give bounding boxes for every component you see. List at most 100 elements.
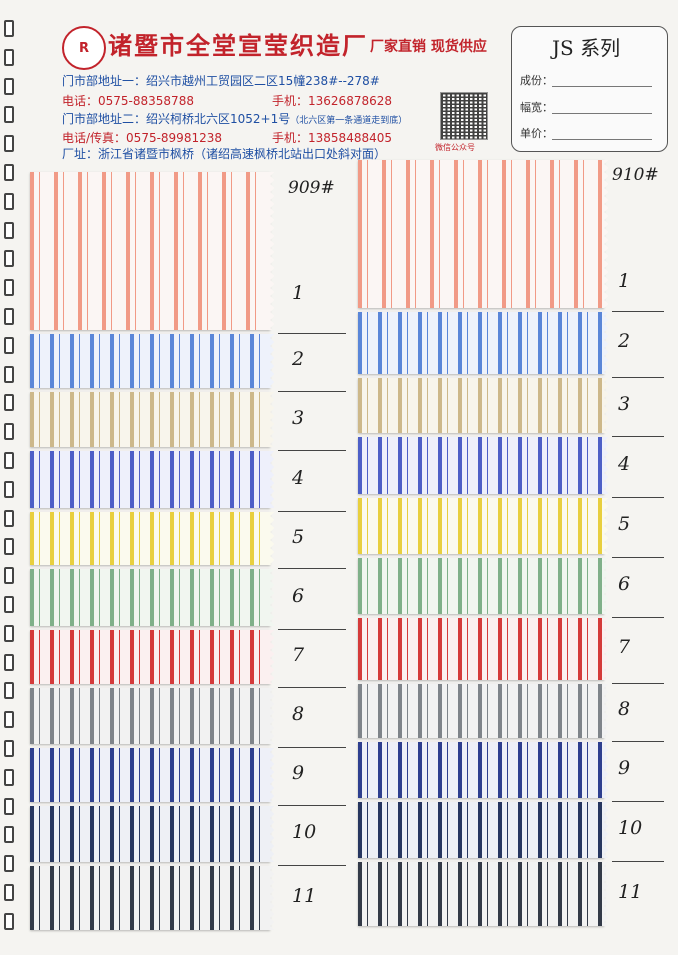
- fabric-swatch: [358, 437, 604, 494]
- row-divider: [612, 311, 664, 312]
- swatch-number: 7: [292, 644, 305, 666]
- binder-holes: [4, 20, 18, 940]
- binder-hole: [4, 423, 14, 441]
- factory-label: 厂址：: [62, 147, 99, 161]
- phone-label: 电话：: [62, 94, 99, 108]
- binder-hole: [4, 394, 14, 412]
- swatch-number: 4: [618, 452, 631, 475]
- row-divider: [612, 683, 664, 684]
- address-1-value: 绍兴市越州工贸园区二区15幢238#--278#: [146, 74, 380, 88]
- swatch-number: 3: [292, 406, 305, 429]
- swatch-number: 8: [292, 703, 305, 725]
- binder-hole: [4, 509, 14, 527]
- phone: 电话：0575-88358788: [62, 92, 194, 109]
- row-divider: [278, 629, 346, 630]
- fabric-swatch: [358, 558, 604, 614]
- swatch-number: 9: [618, 757, 631, 779]
- pinked-edge: [270, 172, 278, 330]
- binder-hole: [4, 682, 14, 700]
- row-divider: [612, 377, 664, 378]
- address-2-note: （北六区第一条通道走到底）: [290, 116, 408, 126]
- pinked-edge: [604, 312, 612, 374]
- binder-hole: [4, 826, 14, 844]
- binder-hole: [4, 912, 14, 930]
- company-name: 诸暨市全堂宣莹织造厂: [108, 31, 368, 60]
- field-width-label: 幅宽：: [520, 101, 553, 114]
- binder-hole: [4, 480, 14, 498]
- swatch-number: 1: [618, 270, 631, 292]
- fabric-swatch: [358, 742, 604, 798]
- swatch-number: 6: [618, 573, 631, 595]
- fax-label: 电话/传真：: [62, 131, 127, 145]
- binder-hole: [4, 653, 14, 671]
- fabric-swatch: [358, 312, 604, 374]
- field-composition-label: 成份：: [520, 74, 553, 87]
- swatch-number: 8: [618, 698, 631, 720]
- swatch-number: 2: [618, 330, 631, 352]
- swatch-number: 7: [618, 636, 631, 658]
- pinked-edge: [604, 437, 612, 494]
- swatch-number: 6: [292, 584, 305, 607]
- binder-hole: [4, 250, 14, 268]
- binder-hole: [4, 855, 14, 873]
- pinked-edge: [604, 684, 612, 738]
- binder-hole: [4, 135, 14, 153]
- binder-hole: [4, 106, 14, 124]
- mobile-label: 手机：: [272, 94, 309, 108]
- field-width-line: [552, 113, 652, 114]
- slogan: 厂家直销 现货供应: [370, 39, 487, 55]
- binder-hole: [4, 336, 14, 354]
- pinked-edge: [604, 742, 612, 798]
- pinked-edge: [604, 802, 612, 858]
- row-divider: [278, 511, 346, 512]
- binder-hole: [4, 308, 14, 325]
- row-divider: [278, 687, 346, 688]
- fabric-swatch: [30, 172, 270, 330]
- fabric-swatch: [30, 334, 270, 388]
- mobile-2-label: 手机：: [272, 131, 309, 145]
- field-price-label: 单价：: [520, 127, 553, 140]
- pinked-edge: [604, 498, 612, 554]
- fabric-swatch: [30, 688, 270, 744]
- binder-hole: [4, 567, 14, 585]
- address-1: 门市部地址一：绍兴市越州工贸园区二区15幢238#--278#: [62, 72, 380, 89]
- company-logo: R: [62, 26, 106, 70]
- mobile-value: 13626878628: [308, 94, 392, 108]
- binder-hole: [4, 624, 14, 642]
- address-1-label: 门市部地址一：: [62, 74, 147, 88]
- swatch-number: 10: [292, 821, 317, 843]
- fax: 电话/传真：0575-89981238: [62, 129, 222, 146]
- pinked-edge: [270, 392, 278, 447]
- address-2-label: 门市部地址二：: [62, 112, 147, 126]
- pinked-edge: [270, 630, 278, 684]
- binder-hole: [4, 221, 14, 239]
- binder-hole: [4, 711, 14, 729]
- swatch-number: 3: [618, 392, 631, 415]
- binder-hole: [4, 740, 14, 757]
- fabric-swatch: [30, 630, 270, 684]
- swatch-number: 5: [618, 513, 631, 535]
- address-2-value: 绍兴柯桥北六区1052+1号: [146, 112, 291, 126]
- fabric-code-909: 909#: [288, 178, 335, 198]
- swatch-number: 10: [618, 817, 643, 839]
- binder-hole: [4, 77, 14, 95]
- pinked-edge: [604, 862, 612, 926]
- fax-value: 0575-89981238: [126, 131, 222, 145]
- pinked-edge: [270, 569, 278, 626]
- pinked-edge: [270, 334, 278, 388]
- fabric-swatch: [358, 160, 604, 308]
- pinked-edge: [270, 748, 278, 802]
- row-divider: [612, 557, 664, 558]
- address-2: 门市部地址二：绍兴柯桥北六区1052+1号（北六区第一条通道走到底）: [62, 110, 407, 127]
- fabric-swatch: [358, 498, 604, 554]
- mobile-2: 手机：13858488405: [272, 129, 392, 146]
- field-composition-line: [552, 86, 652, 87]
- pinked-edge: [270, 866, 278, 930]
- row-divider: [278, 333, 346, 334]
- fabric-code-910: 910#: [612, 165, 659, 185]
- fabric-swatch: [358, 684, 604, 738]
- row-divider: [278, 568, 346, 569]
- binder-hole: [4, 538, 14, 556]
- swatch-number: 4: [292, 466, 305, 489]
